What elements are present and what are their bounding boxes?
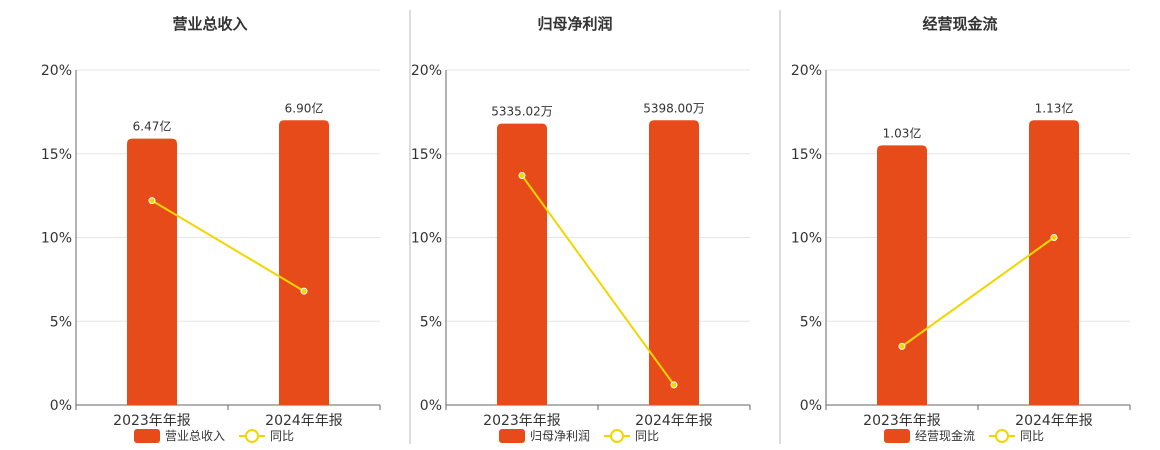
yoy-line: [521, 174, 675, 386]
x-tick-label: 2024年年报: [265, 413, 343, 429]
chart-title: 经营现金流: [922, 15, 997, 33]
y-tick-label: 15%: [41, 147, 72, 163]
chart-1: 营业总收入 0% 5% 10% 15% 20% 2023年年报 2024年年报 6.47亿 6.9…: [41, 15, 381, 443]
y-tick-label: 10%: [411, 231, 442, 247]
x-tick-label: 2023年年报: [113, 413, 191, 429]
y-tick-label: 20%: [791, 63, 822, 79]
y-tick-label: 20%: [411, 63, 442, 79]
legend-bar-swatch: [884, 429, 910, 443]
bar-data-label: 5398.00万: [643, 101, 705, 115]
legend-bar-label: 营业总收入: [165, 429, 225, 443]
yoy-line: [151, 199, 305, 292]
y-tick-label: 0%: [50, 398, 72, 414]
bar-data-label: 1.03亿: [883, 125, 922, 140]
yoy-point: [1050, 234, 1058, 241]
y-tick-label: 20%: [41, 63, 72, 79]
bar: [1029, 120, 1079, 405]
legend-line-marker: [995, 429, 1009, 443]
legend-line-label: 同比: [270, 429, 294, 443]
y-tick-label: 5%: [800, 314, 822, 330]
x-tick-label: 2024年年报: [635, 413, 713, 429]
x-tick-label: 2023年年报: [483, 413, 561, 429]
bar-data-label: 1.13亿: [1035, 100, 1074, 115]
legend-line-marker: [245, 429, 259, 443]
y-tick-label: 0%: [420, 398, 442, 414]
yoy-point: [670, 381, 678, 389]
yoy-point: [300, 287, 308, 295]
bar-data-label: 6.90亿: [285, 100, 324, 115]
chart-title: 归母净利润: [537, 15, 612, 33]
yoy-point: [148, 197, 156, 205]
chart-title: 营业总收入: [172, 15, 247, 33]
legend-bar-swatch: [499, 429, 525, 443]
legend-bar-label: 经营现金流: [915, 428, 975, 443]
legend-line-marker: [610, 429, 624, 443]
yoy-line: [901, 236, 1055, 348]
bar-data-label: 5335.02万: [491, 105, 553, 119]
bar-data-label: 6.47亿: [133, 119, 172, 134]
x-tick-label: 2024年年报: [1015, 413, 1093, 429]
legend-line-label: 同比: [635, 429, 659, 443]
yoy-point: [518, 172, 526, 180]
bar: [877, 145, 927, 405]
y-tick-label: 15%: [411, 147, 442, 163]
bar: [649, 120, 699, 405]
y-tick-label: 5%: [420, 314, 442, 330]
y-tick-label: 10%: [41, 231, 72, 247]
chart-2: 归母净利润 0% 5% 10% 15% 20% 2023年年报 2024年年报 5335.02万…: [411, 15, 751, 443]
legend-bar-swatch: [134, 429, 160, 443]
legend-bar-label: 归母净利润: [530, 429, 590, 443]
bar: [127, 138, 177, 406]
chart-3: 经营现金流 0% 5% 10% 15% 20% 2023年年报 2024年年报 1.03亿 1.1…: [791, 15, 1131, 443]
y-tick-label: 0%: [800, 398, 822, 414]
y-tick-label: 15%: [791, 147, 822, 163]
y-tick-label: 5%: [50, 314, 72, 330]
legend-line-label: 同比: [1020, 429, 1044, 443]
bar: [279, 120, 329, 405]
bar: [497, 123, 547, 405]
x-tick-label: 2023年年报: [863, 413, 941, 429]
y-tick-label: 10%: [791, 231, 822, 247]
yoy-point: [898, 342, 906, 350]
